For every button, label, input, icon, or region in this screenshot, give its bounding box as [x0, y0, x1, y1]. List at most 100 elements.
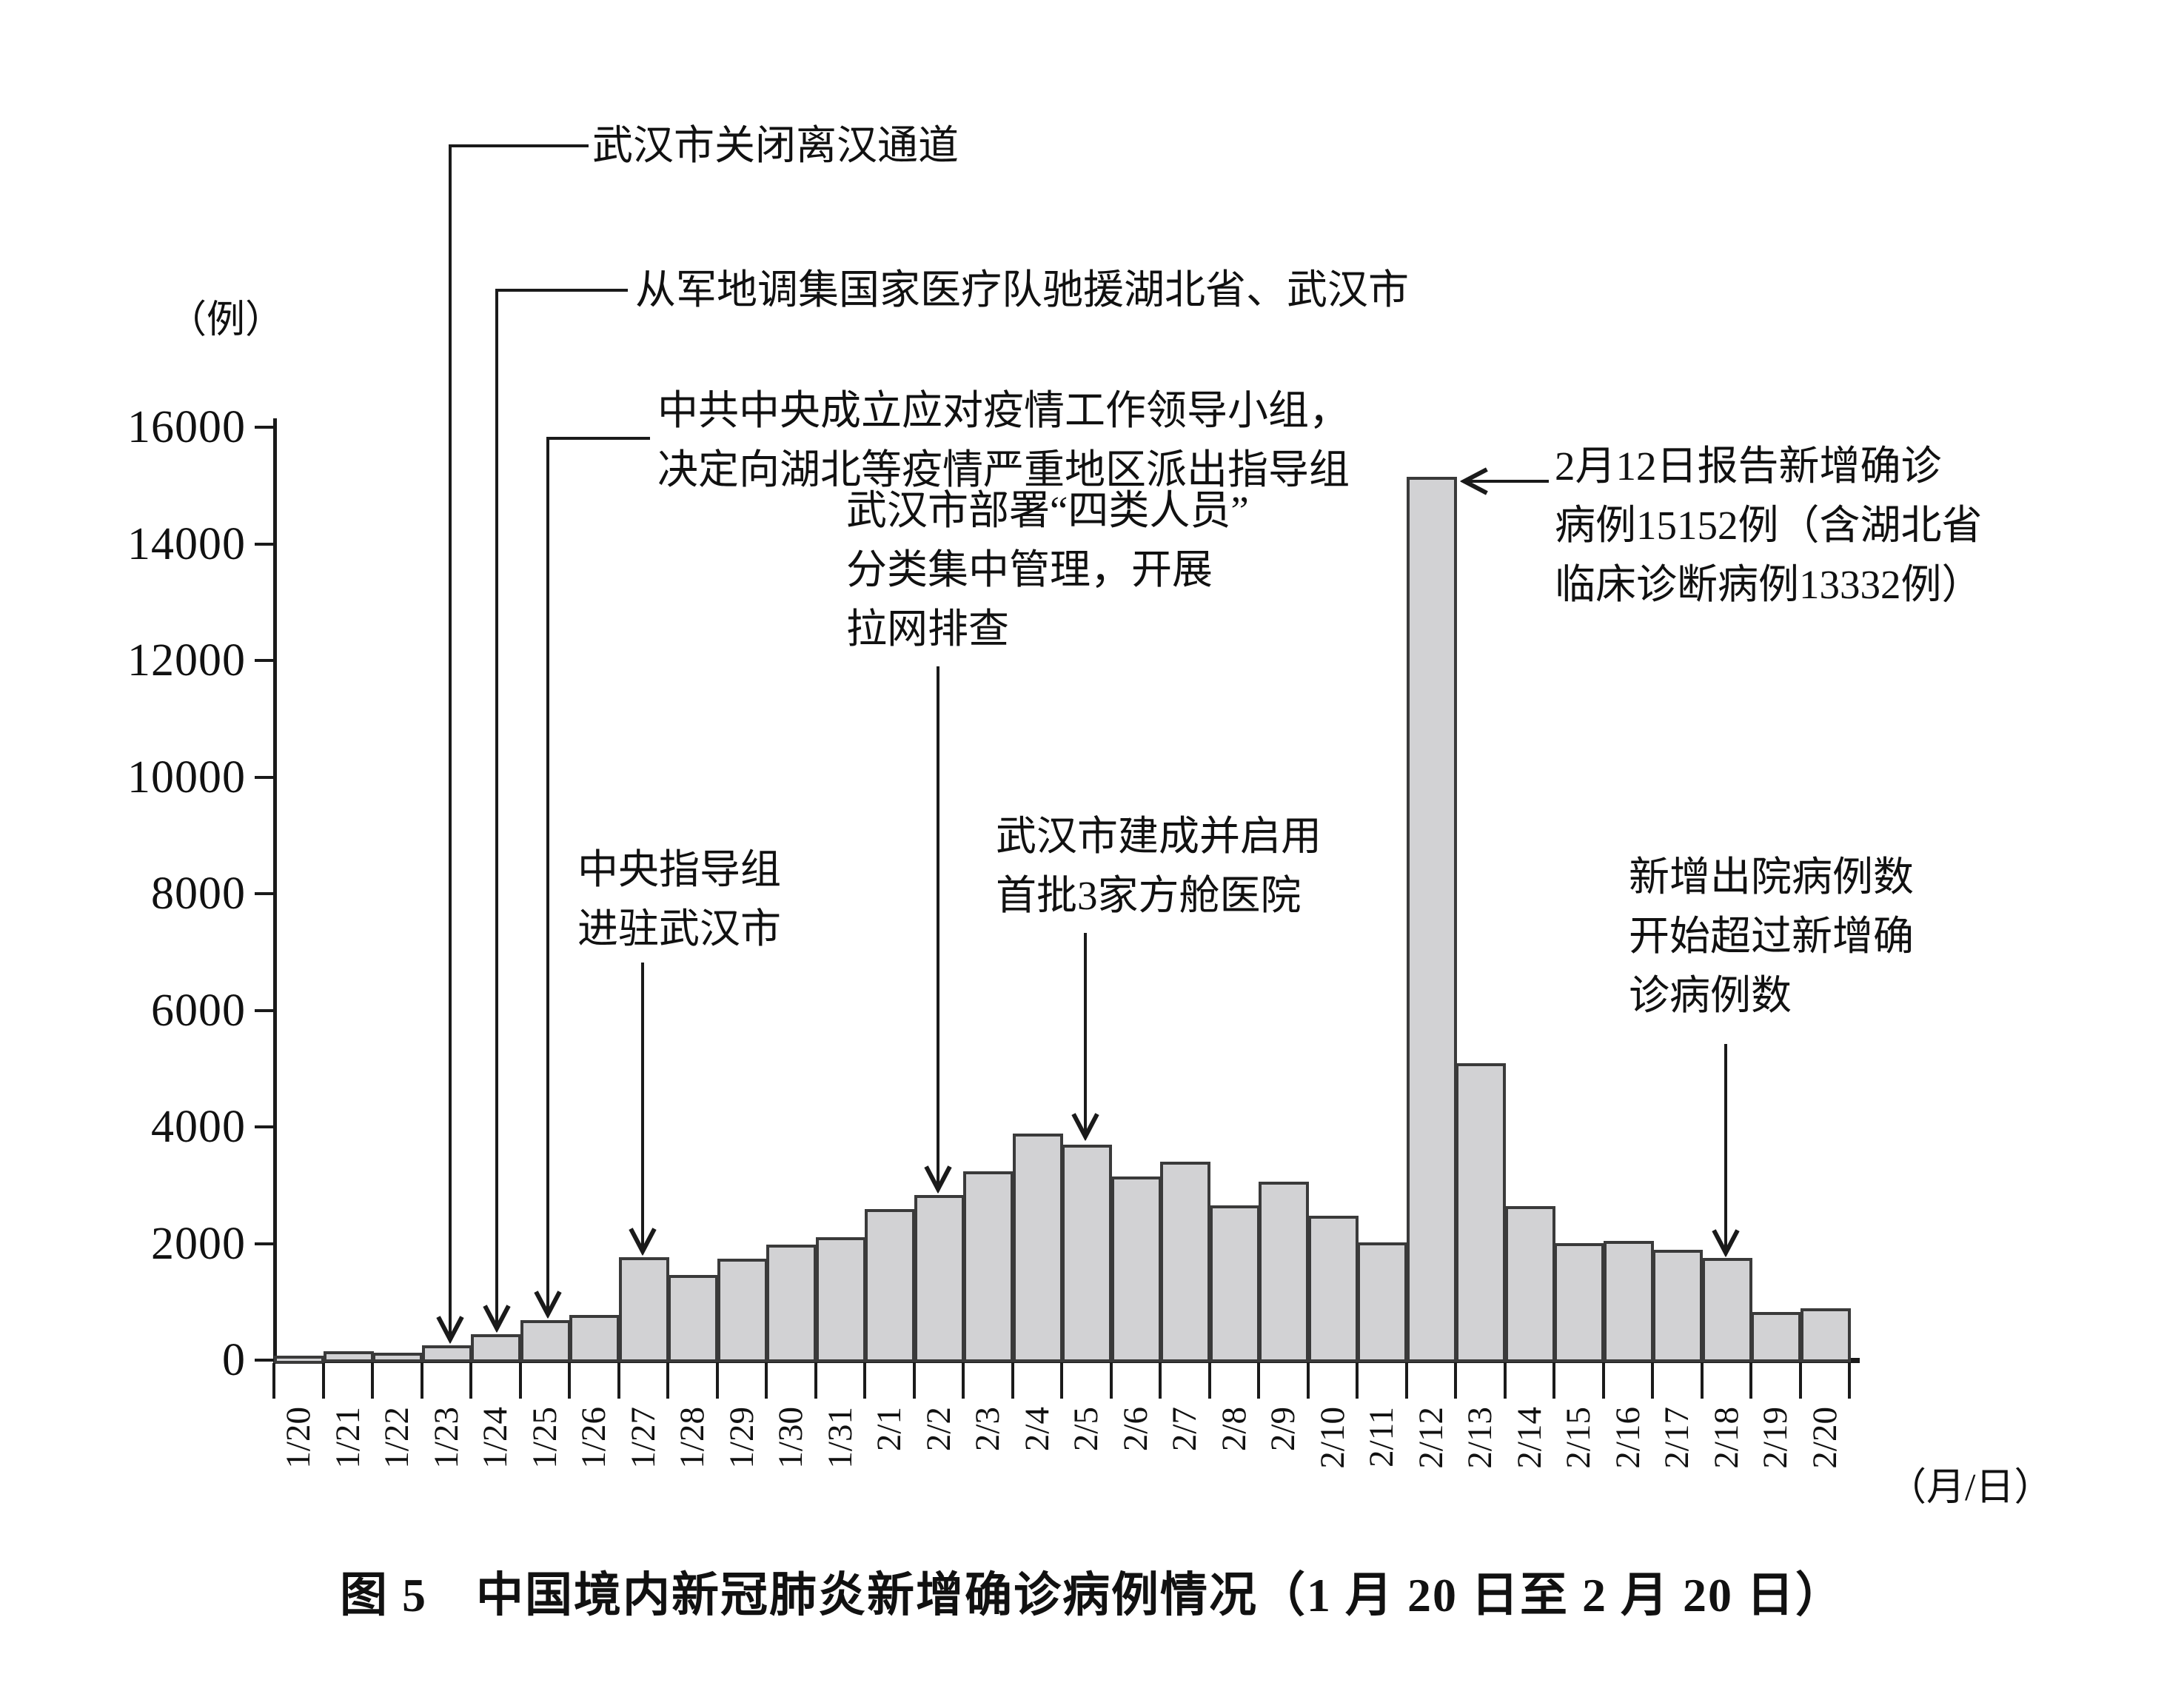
bar-2/7 — [1160, 1162, 1210, 1362]
bar-2/18 — [1701, 1258, 1752, 1362]
x-tick — [1848, 1363, 1851, 1399]
bar-2/2 — [914, 1195, 965, 1362]
bar-1/28 — [668, 1275, 718, 1362]
annotation-leading-group: 中共中央成立应对疫情工作领导小组， 决定向湖北等疫情严重地区派出指导组 — [657, 388, 1350, 492]
bar-1/21 — [323, 1351, 374, 1362]
y-axis-line — [273, 418, 277, 1362]
bar-1/23 — [421, 1345, 472, 1362]
bar-2/16 — [1603, 1240, 1654, 1362]
y-tick — [255, 775, 274, 779]
y-tick-label: 14000 — [127, 518, 246, 569]
bar-2/4 — [1012, 1133, 1063, 1362]
x-tick — [518, 1363, 522, 1399]
annotation-wuhan-lockdown: 武汉市关闭离汉通道 — [592, 123, 959, 168]
bar-2/8 — [1209, 1205, 1260, 1362]
bar-2/20 — [1800, 1308, 1851, 1362]
x-tick — [1749, 1363, 1752, 1399]
annotation-guidance-group: 中央指导组 进驻武汉市 — [577, 847, 782, 951]
y-tick — [255, 892, 274, 895]
y-tick-label: 0 — [222, 1335, 246, 1385]
bar-2/6 — [1111, 1176, 1162, 1362]
bar-2/9 — [1259, 1181, 1309, 1362]
bar-2/5 — [1062, 1145, 1112, 1362]
bar-1/20 — [274, 1355, 324, 1364]
bar-1/30 — [766, 1244, 817, 1362]
y-tick-label: 16000 — [127, 402, 246, 452]
x-tick — [912, 1363, 916, 1399]
x-tick — [1454, 1363, 1457, 1399]
y-tick — [255, 1008, 274, 1012]
x-tick — [1798, 1363, 1802, 1399]
annotation-feb12-spike: 2月12日报告新增确诊 病例15152例（含湖北省 临床诊断病例13332例） — [1555, 444, 1983, 607]
bar-1/29 — [717, 1259, 768, 1362]
bar-2/19 — [1751, 1312, 1801, 1362]
bar-2/11 — [1357, 1242, 1407, 1362]
bar-2/15 — [1554, 1242, 1604, 1362]
x-tick — [715, 1363, 719, 1399]
x-tick — [1404, 1363, 1408, 1399]
bar-1/24 — [471, 1334, 521, 1362]
y-tick-label: 2000 — [151, 1218, 246, 1269]
y-tick-label: 10000 — [127, 752, 246, 803]
x-tick — [568, 1363, 571, 1399]
x-tick — [469, 1363, 472, 1399]
annotation-four-categories: 武汉市部署“四类人员” 分类集中管理，开展 拉网排查 — [846, 488, 1249, 652]
y-tick-label: 8000 — [151, 868, 246, 919]
bar-2/12 — [1406, 476, 1457, 1362]
x-tick — [1601, 1363, 1605, 1399]
bar-1/27 — [618, 1256, 669, 1362]
bar-2/17 — [1652, 1250, 1703, 1362]
x-tick — [1159, 1363, 1162, 1399]
bar-2/3 — [963, 1171, 1014, 1362]
x-tick — [962, 1363, 965, 1399]
x-tick — [1356, 1363, 1359, 1399]
y-tick-label: 6000 — [151, 985, 246, 1036]
bar-1/31 — [815, 1237, 866, 1362]
y-tick — [255, 1125, 274, 1128]
x-tick — [814, 1363, 817, 1399]
arrow-leading-group — [548, 437, 650, 1314]
y-tick — [255, 1242, 274, 1245]
bar-2/10 — [1307, 1215, 1359, 1362]
x-tick — [420, 1363, 423, 1399]
annotation-medical-teams: 从军地调集国家医疗队驰援湖北省、武汉市 — [635, 267, 1410, 312]
bar-2/13 — [1456, 1063, 1506, 1362]
bar-1/26 — [569, 1315, 620, 1362]
x-tick — [617, 1363, 620, 1399]
x-tick — [1552, 1363, 1555, 1399]
y-tick-label: 12000 — [127, 635, 246, 686]
x-tick — [1011, 1363, 1014, 1399]
x-tick — [321, 1363, 325, 1399]
x-tick — [1651, 1363, 1654, 1399]
x-tick — [863, 1363, 866, 1399]
x-tick — [1109, 1363, 1113, 1399]
x-tick — [1060, 1363, 1063, 1399]
figure-caption: 图 5 中国境内新冠肺炎新增确诊病例情况（1 月 20 日至 2 月 20 日） — [340, 1569, 1844, 1621]
y-axis-unit-label: （例） — [168, 299, 284, 341]
x-tick — [1207, 1363, 1211, 1399]
x-tick — [371, 1363, 374, 1399]
y-tick-label: 4000 — [151, 1102, 246, 1152]
x-tick — [1257, 1363, 1260, 1399]
x-tick — [1503, 1363, 1507, 1399]
bar-1/22 — [372, 1352, 423, 1362]
arrow-wuhan-lockdown — [450, 144, 589, 1339]
y-tick — [255, 659, 274, 662]
x-tick — [272, 1363, 275, 1399]
y-tick — [255, 542, 274, 546]
x-tick — [1306, 1363, 1310, 1399]
bar-1/25 — [520, 1319, 571, 1362]
bar-2/14 — [1504, 1206, 1555, 1362]
annotation-discharge-exceeds: 新增出院病例数 开始超过新增确 诊病例数 — [1629, 854, 1915, 1018]
annotation-fangcang-hospitals: 武汉市建成并启用 首批3家方舱医院 — [996, 814, 1322, 918]
x-tick — [1700, 1363, 1704, 1399]
x-tick — [765, 1363, 768, 1399]
bar-2/1 — [865, 1209, 915, 1362]
arrow-medical-teams — [497, 289, 628, 1328]
x-axis-unit-label: （月/日） — [1888, 1467, 2053, 1509]
y-tick — [255, 426, 274, 429]
y-tick — [255, 1359, 274, 1362]
x-tick — [666, 1363, 669, 1399]
